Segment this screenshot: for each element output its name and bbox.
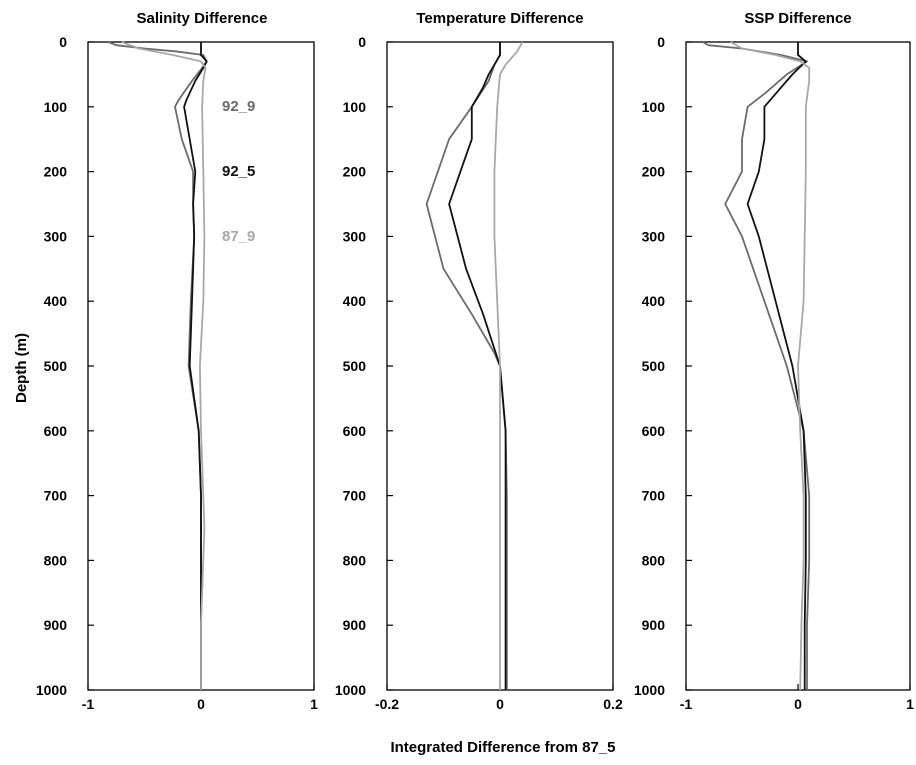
x-tick-label: 0 [794,696,802,712]
x-tick-label: -1 [680,696,693,712]
y-tick-label: 500 [44,358,68,374]
y-tick-label: 400 [44,293,68,309]
y-tick-label: 1000 [36,682,67,698]
y-tick-label: 500 [343,358,367,374]
y-tick-label: 0 [358,34,366,50]
legend-label-92-9: 92_9 [222,98,255,115]
y-tick-label: 800 [642,552,666,568]
y-tick-label: 700 [642,488,666,504]
y-tick-label: 900 [642,617,666,633]
y-tick-label: 200 [642,164,666,180]
y-tick-label: 0 [657,34,665,50]
series-line-87-9 [730,41,811,691]
series-line-92-5 [448,42,507,690]
series-line-92-9 [107,41,208,690]
x-tick-label: 0 [197,696,205,712]
x-tick-label: 0 [496,696,504,712]
y-tick-label: 1000 [335,682,366,698]
x-tick-label: 1 [906,696,914,712]
x-tick-label: -0.2 [375,696,399,712]
series-line-87-9 [493,41,524,690]
y-tick-label: 600 [642,423,666,439]
y-tick-label: 300 [642,228,666,244]
y-tick-label: 600 [343,423,367,439]
y-tick-label: 300 [44,228,68,244]
y-tick-label: 100 [343,99,367,115]
y-tick-label: 1000 [634,682,665,698]
y-tick-label: 200 [343,164,367,180]
series-line-87-9 [121,41,207,690]
y-tick-label: 200 [44,164,68,180]
y-tick-label: 800 [44,552,68,568]
y-tick-label: 900 [44,617,68,633]
series-line-92-5 [746,42,807,690]
panel-title: SSP Difference [744,10,851,27]
y-tick-label: 600 [44,423,68,439]
legend-label-87-9: 87_9 [222,228,255,245]
y-tick-label: 500 [642,358,666,374]
series-line-92-9 [425,42,508,690]
y-tick-label: 100 [642,99,666,115]
x-tick-label: 0.2 [603,696,623,712]
x-axis-label: Integrated Difference from 87_5 [390,739,615,756]
y-tick-label: 400 [642,293,666,309]
y-tick-label: 800 [343,552,367,568]
y-tick-label: 900 [343,617,367,633]
y-tick-label: 700 [343,488,367,504]
x-tick-label: 1 [310,696,318,712]
y-tick-label: 400 [343,293,367,309]
y-tick-label: 300 [343,228,367,244]
y-axis-label: Depth (m) [13,333,30,403]
y-tick-label: 700 [44,488,68,504]
panel-title: Salinity Difference [137,10,268,27]
x-tick-label: -1 [82,696,95,712]
y-tick-label: 100 [44,99,68,115]
legend: 92_9 92_5 87_9 [222,98,255,245]
legend-label-92-5: 92_5 [222,163,255,180]
panel-title: Temperature Difference [416,10,583,27]
series-line-92-9 [702,41,811,690]
y-tick-label: 0 [59,34,67,50]
panel-ssp: SSP Difference [685,10,911,691]
